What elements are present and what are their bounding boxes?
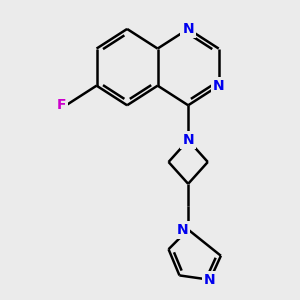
Text: N: N bbox=[204, 273, 216, 287]
Text: F: F bbox=[56, 98, 66, 112]
Text: N: N bbox=[176, 223, 188, 237]
Text: N: N bbox=[213, 79, 224, 93]
Text: N: N bbox=[182, 133, 194, 147]
Text: N: N bbox=[182, 22, 194, 36]
